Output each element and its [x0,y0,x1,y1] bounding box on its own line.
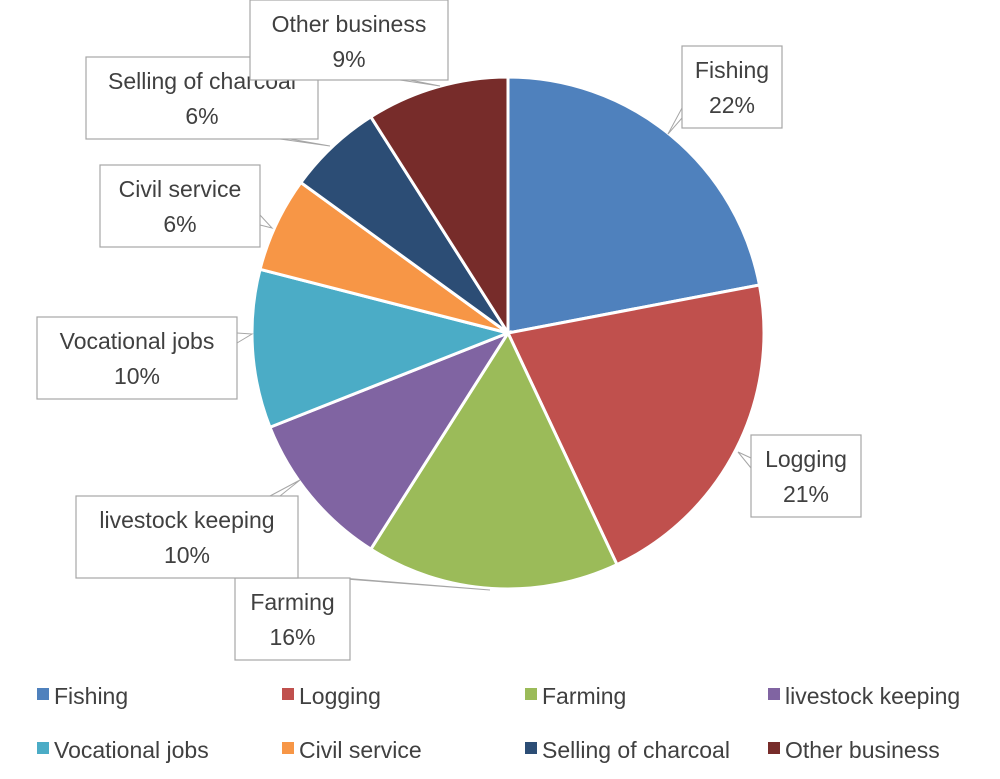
legend-swatch-farming [525,688,537,700]
callout-box-vocational-jobs [36,316,238,400]
data-label-value-fishing: 22% [709,92,755,118]
data-label-value-logging: 21% [783,481,829,507]
callout-box-livestock-keeping [75,495,299,579]
data-label-value-other-business: 9% [332,46,365,72]
data-label-category-vocational-jobs: Vocational jobs [60,328,215,354]
data-label-category-logging: Logging [765,446,847,472]
pie-slice-fishing [506,75,762,335]
legend-label-livestock-keeping: livestock keeping [785,683,960,709]
pie-slice-other-business [368,75,510,339]
data-label-value-livestock-keeping: 10% [164,542,210,568]
data-label-value-selling-of-charcoal: 6% [185,103,218,129]
data-label-value-farming: 16% [269,624,315,650]
legend-swatch-selling-of-charcoal [525,742,537,754]
legend-label-selling-of-charcoal: Selling of charcoal [542,737,730,763]
callout-box-logging [750,434,862,518]
callout-box-fishing [681,45,783,129]
callout-pointer-selling-of-charcoal [279,138,331,147]
data-label-value-civil-service: 6% [163,211,196,237]
callout-box-farming [234,577,351,661]
data-label-category-civil-service: Civil service [119,176,242,202]
legend-label-civil-service: Civil service [299,737,422,763]
legend-label-farming: Farming [542,683,626,709]
legend: Fishing Logging Farming livestock keeping Vo… [37,683,960,763]
callout-box-civil-service [99,164,261,248]
data-labels: Fishing 22% Logging 21% Farming 16% livestock … [36,0,862,661]
legend-label-other-business: Other business [785,737,940,763]
data-label-category-fishing: Fishing [695,57,769,83]
legend-swatch-other-business [768,742,780,754]
data-label-category-farming: Farming [250,589,334,615]
callout-pointer-vocational-jobs [236,332,254,344]
legend-label-logging: Logging [299,683,381,709]
legend-swatch-livestock-keeping [768,688,780,700]
callout-pointer-fishing [667,107,683,135]
legend-label-fishing: Fishing [54,683,128,709]
legend-swatch-logging [282,688,294,700]
legend-swatch-vocational-jobs [37,742,49,754]
callout-pointer-civil-service [259,214,274,229]
legend-label-vocational-jobs: Vocational jobs [54,737,209,763]
pie-slices [250,75,766,591]
legend-swatch-fishing [37,688,49,700]
callout-pointer-farming [331,577,491,591]
callout-pointer-other-business [399,79,441,87]
callout-pointer-livestock-keeping [269,479,301,497]
pie-slice-livestock-keeping [268,329,512,552]
callout-box-other-business [249,0,449,81]
data-label-value-vocational-jobs: 10% [114,363,160,389]
callout-pointer-logging [737,451,752,469]
pie-slice-vocational-jobs [250,267,513,430]
pie-slice-farming [368,329,619,591]
data-label-category-other-business: Other business [272,11,427,37]
data-label-category-livestock-keeping: livestock keeping [99,507,274,533]
pie-slice-logging [505,283,766,567]
legend-swatch-civil-service [282,742,294,754]
